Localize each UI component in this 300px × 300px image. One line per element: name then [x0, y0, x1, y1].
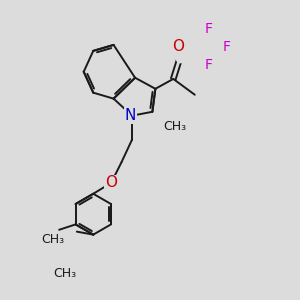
Text: CH₃: CH₃ [164, 120, 187, 133]
Text: N: N [125, 108, 136, 123]
Text: CH₃: CH₃ [41, 233, 64, 246]
Text: F: F [222, 40, 230, 54]
Text: CH₃: CH₃ [53, 267, 76, 280]
Text: F: F [204, 58, 212, 72]
Text: O: O [172, 40, 184, 55]
Text: F: F [204, 22, 212, 36]
Text: O: O [105, 175, 117, 190]
